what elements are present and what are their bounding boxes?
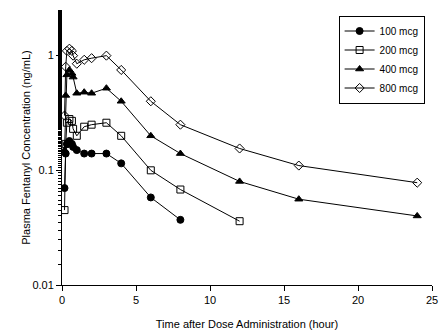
- svg-text:Time after Dose Administration: Time after Dose Administration (hour): [156, 318, 338, 330]
- svg-text:Plasma Fentanyl Concentration: Plasma Fentanyl Concentration (ng/mL): [20, 50, 32, 244]
- svg-text:15: 15: [278, 294, 290, 306]
- svg-text:20: 20: [352, 294, 364, 306]
- svg-text:10: 10: [204, 294, 216, 306]
- svg-text:400 mcg: 400 mcg: [380, 64, 418, 75]
- svg-text:1: 1: [48, 49, 54, 61]
- svg-text:5: 5: [133, 294, 139, 306]
- svg-text:0: 0: [59, 294, 65, 306]
- svg-text:0.1: 0.1: [39, 164, 54, 176]
- svg-text:200 mcg: 200 mcg: [380, 45, 418, 56]
- svg-text:25: 25: [426, 294, 438, 306]
- svg-text:100 mcg: 100 mcg: [380, 26, 418, 37]
- svg-text:0.01: 0.01: [32, 279, 53, 291]
- svg-text:800 mcg: 800 mcg: [380, 83, 418, 94]
